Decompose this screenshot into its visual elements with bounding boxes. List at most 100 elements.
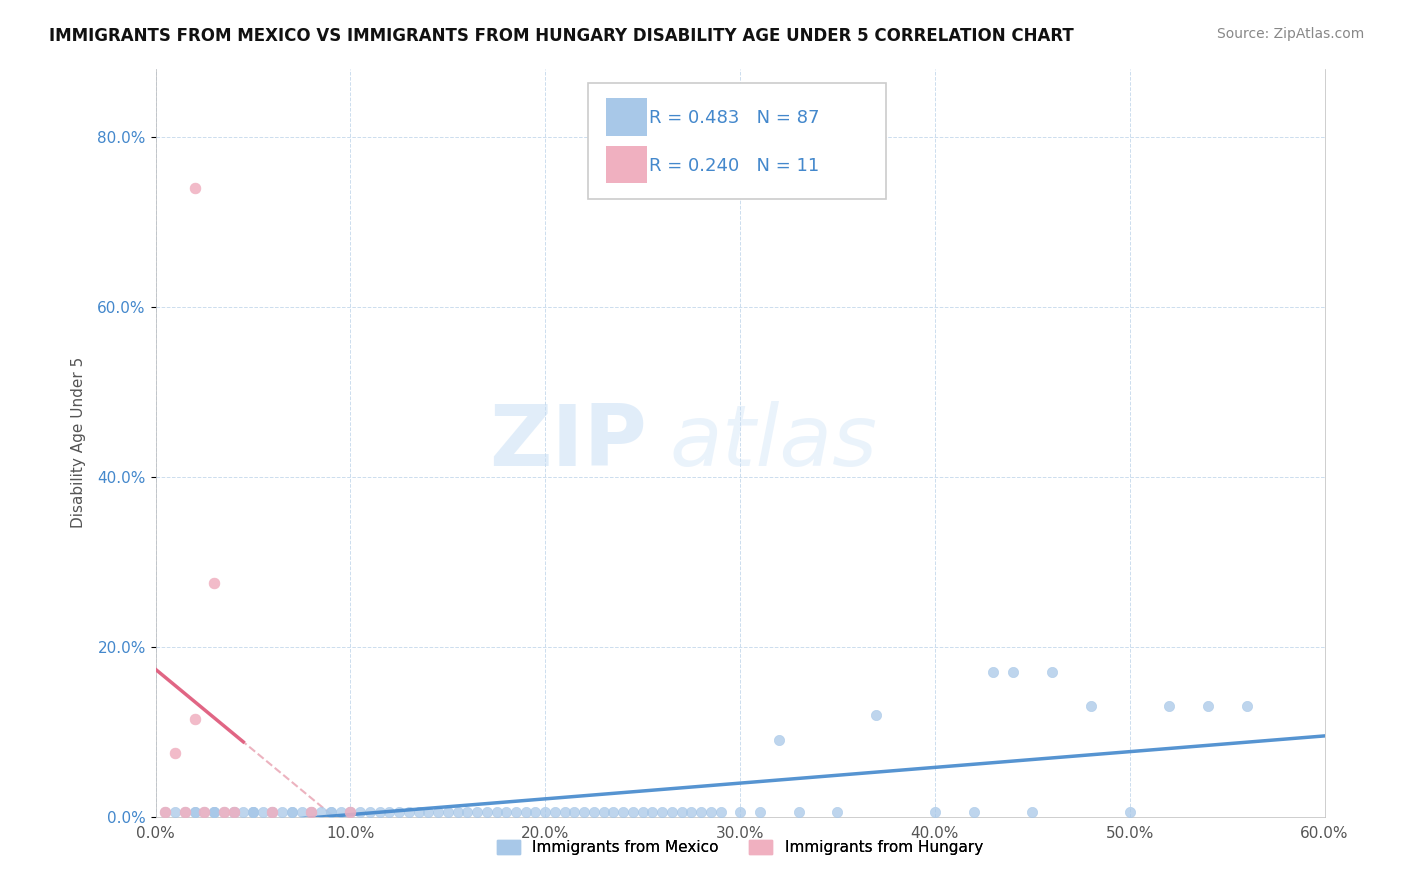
Point <box>418 805 440 820</box>
Point <box>398 805 420 820</box>
Point <box>963 805 986 820</box>
Point <box>329 805 352 820</box>
Point <box>456 805 478 820</box>
Point <box>1001 665 1024 679</box>
Point <box>202 805 225 820</box>
Point <box>1021 805 1043 820</box>
Point <box>242 805 264 820</box>
Point <box>612 805 634 820</box>
Point <box>165 746 187 760</box>
Point <box>408 805 430 820</box>
Point <box>671 805 693 820</box>
Point <box>564 805 586 820</box>
Point <box>574 805 596 820</box>
Point <box>242 805 264 820</box>
Point <box>262 805 284 820</box>
Point <box>281 805 304 820</box>
Point <box>271 805 294 820</box>
Point <box>212 805 235 820</box>
Point <box>242 805 264 820</box>
Text: IMMIGRANTS FROM MEXICO VS IMMIGRANTS FROM HUNGARY DISABILITY AGE UNDER 5 CORRELA: IMMIGRANTS FROM MEXICO VS IMMIGRANTS FRO… <box>49 27 1074 45</box>
Point <box>1119 805 1142 820</box>
Point <box>1197 699 1219 714</box>
Point <box>865 707 887 722</box>
Point <box>309 805 332 820</box>
Point <box>291 805 314 820</box>
Point <box>183 712 205 726</box>
Point <box>359 805 381 820</box>
Point <box>262 805 284 820</box>
Point <box>924 805 946 820</box>
Point <box>700 805 723 820</box>
Point <box>281 805 304 820</box>
Point <box>222 805 245 820</box>
Point <box>1040 665 1063 679</box>
Point <box>534 805 557 820</box>
Point <box>787 805 810 820</box>
Point <box>427 805 450 820</box>
Point <box>710 805 733 820</box>
Point <box>183 805 205 820</box>
Point <box>222 805 245 820</box>
Point <box>485 805 508 820</box>
Point <box>651 805 673 820</box>
Point <box>319 805 342 820</box>
Point <box>1236 699 1258 714</box>
Point <box>827 805 849 820</box>
Point <box>339 805 361 820</box>
Point <box>202 805 225 820</box>
Point <box>155 805 177 820</box>
Point <box>301 805 323 820</box>
Point <box>222 805 245 820</box>
Point <box>592 805 614 820</box>
Point <box>505 805 527 820</box>
Point <box>165 805 187 820</box>
Point <box>262 805 284 820</box>
Point <box>728 805 751 820</box>
Point <box>748 805 770 820</box>
Point <box>602 805 624 820</box>
Point <box>475 805 498 820</box>
Point <box>544 805 567 820</box>
Point <box>621 805 644 820</box>
Point <box>515 805 537 820</box>
Point <box>641 805 664 820</box>
Point <box>301 805 323 820</box>
Text: Source: ZipAtlas.com: Source: ZipAtlas.com <box>1216 27 1364 41</box>
Point <box>301 805 323 820</box>
FancyBboxPatch shape <box>606 145 647 183</box>
Point <box>437 805 460 820</box>
Point <box>155 805 177 820</box>
Text: ZIP: ZIP <box>489 401 647 484</box>
Text: atlas: atlas <box>669 401 877 484</box>
Point <box>339 805 361 820</box>
Point <box>183 180 205 194</box>
FancyBboxPatch shape <box>588 84 886 200</box>
Point <box>252 805 274 820</box>
Point <box>222 805 245 820</box>
Legend: Immigrants from Mexico, Immigrants from Hungary: Immigrants from Mexico, Immigrants from … <box>491 834 988 862</box>
Point <box>661 805 683 820</box>
Point <box>768 733 790 747</box>
Point <box>212 805 235 820</box>
Point <box>1080 699 1102 714</box>
Point <box>681 805 703 820</box>
Point <box>690 805 713 820</box>
Point <box>378 805 401 820</box>
Point <box>524 805 547 820</box>
Point <box>446 805 468 820</box>
Point <box>173 805 195 820</box>
Point <box>631 805 654 820</box>
Point <box>368 805 391 820</box>
Point <box>983 665 1005 679</box>
Point <box>495 805 517 820</box>
Point <box>202 805 225 820</box>
Text: R = 0.483   N = 87: R = 0.483 N = 87 <box>650 110 820 128</box>
Point <box>349 805 371 820</box>
Text: R = 0.240   N = 11: R = 0.240 N = 11 <box>650 157 820 175</box>
Point <box>202 575 225 590</box>
Point <box>465 805 488 820</box>
Point <box>193 805 215 820</box>
Point <box>339 805 361 820</box>
Point <box>1157 699 1180 714</box>
